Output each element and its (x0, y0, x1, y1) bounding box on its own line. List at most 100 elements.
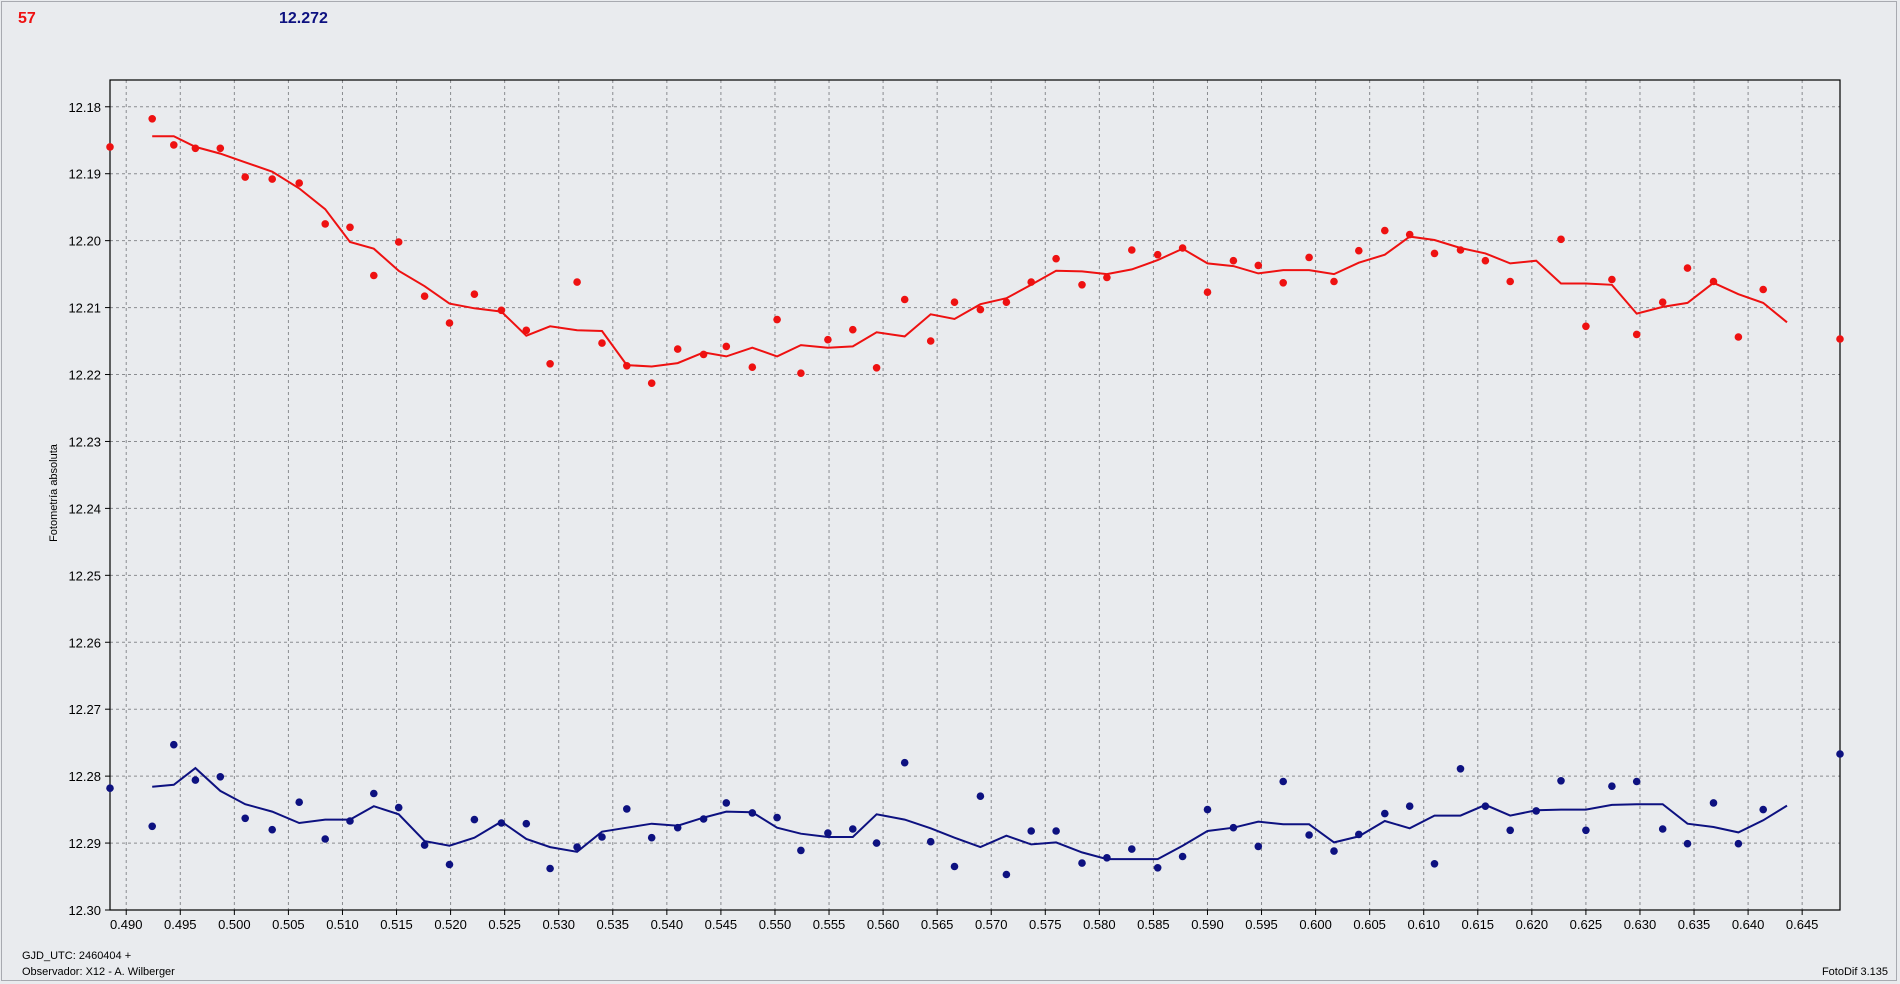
series-0-point (346, 223, 354, 232)
series-1-point (1481, 802, 1490, 810)
x-tick-label: 0.565 (921, 917, 954, 932)
series-1-point (926, 837, 935, 846)
y-tick-label: 12.22 (68, 368, 101, 383)
x-tick-label: 0.490 (110, 917, 143, 932)
series-0-trend-line (152, 135, 1788, 368)
series-1-point (420, 841, 429, 849)
series-1-point (1456, 765, 1465, 773)
series-1-point (1305, 831, 1313, 839)
x-tick-label: 0.590 (1191, 917, 1224, 932)
series-0-point (1330, 277, 1338, 286)
series-0-point (1481, 256, 1490, 265)
x-tick-label: 0.585 (1137, 917, 1170, 932)
series-0-point (1078, 281, 1086, 289)
x-tick-label: 0.520 (434, 917, 467, 932)
series-1-point (773, 813, 781, 822)
series-1-point (1279, 777, 1287, 786)
y-tick-label: 12.25 (68, 568, 101, 583)
series-0-point (1355, 246, 1363, 255)
series-0-point (1557, 235, 1565, 244)
series-0-point (241, 173, 249, 181)
series-0-point (394, 238, 403, 246)
series-0-point (1836, 335, 1844, 343)
series-1-point (1229, 823, 1238, 832)
series-1-point (1608, 782, 1616, 790)
series-0-point (1759, 285, 1767, 294)
series-0-point (546, 360, 554, 368)
series-0-point (1178, 244, 1187, 252)
series-1-point (824, 829, 832, 837)
y-tick-label: 12.30 (68, 903, 101, 918)
series-0-point (522, 326, 531, 335)
series-1-point (623, 805, 631, 813)
series-1-trend-line (152, 766, 1788, 861)
y-tick-label: 12.28 (68, 769, 101, 784)
series-0-point (926, 337, 935, 345)
series-1-point (1178, 852, 1187, 861)
series-0-point (573, 278, 581, 286)
series-0-point (900, 295, 909, 304)
plot-border (109, 79, 1841, 911)
series-0-point (1632, 330, 1641, 339)
series-1-point (1532, 807, 1540, 815)
series-0-point (148, 115, 156, 123)
series-1-point (191, 776, 200, 784)
x-tick-label: 0.535 (597, 917, 630, 932)
series-0-point (1229, 256, 1238, 265)
series-1-point (1027, 827, 1035, 835)
series-0-point (1027, 278, 1035, 286)
x-tick-label: 0.545 (705, 917, 738, 932)
series-1-point (470, 815, 479, 824)
series-0-point (1430, 249, 1439, 258)
x-tick-label: 0.615 (1462, 917, 1495, 932)
series-1-point (1078, 859, 1086, 867)
series-1-point (216, 773, 225, 781)
series-1-point (148, 822, 156, 831)
series-0-point (1608, 275, 1616, 284)
plot-area (110, 80, 1840, 910)
series-1-point (106, 784, 114, 792)
series-1-point (522, 819, 531, 828)
series-1-point (1658, 825, 1667, 833)
series-1-point (1759, 805, 1767, 814)
series-1-point (722, 799, 731, 807)
series-1-point (445, 860, 454, 869)
series-1-point (346, 817, 354, 825)
series-1-point (241, 814, 249, 823)
series-1-point (497, 819, 506, 827)
x-tick-label: 0.640 (1732, 917, 1765, 932)
x-tick-label: 0.605 (1353, 917, 1386, 932)
series-0-point (1658, 298, 1667, 307)
observer-label: Observador: X12 - A. Wilberger (22, 966, 175, 978)
series-0-point (268, 175, 277, 183)
series-1-point (1254, 842, 1263, 851)
series-1-point (647, 833, 656, 842)
x-tick-label: 0.645 (1786, 917, 1819, 932)
series-0-point (1305, 253, 1313, 262)
y-tick-label: 12.29 (68, 836, 101, 851)
series-0-point (1052, 254, 1060, 263)
series-0-point (623, 362, 631, 370)
series-0-point (849, 325, 857, 334)
series-1-point (1557, 777, 1565, 785)
x-tick-label: 0.630 (1624, 917, 1657, 932)
series-0-point (872, 364, 881, 372)
series-0-point (1153, 250, 1162, 259)
y-tick-label: 12.20 (68, 234, 101, 249)
series-0-point (170, 141, 178, 149)
series-1-point (1002, 870, 1011, 879)
series-0-point (106, 143, 114, 151)
series-0-point (1456, 246, 1465, 254)
series-0-point (497, 306, 506, 315)
series-1-point (295, 798, 304, 806)
x-tick-label: 0.495 (164, 917, 197, 932)
series-0-point (1709, 277, 1718, 286)
series-1-point (849, 825, 857, 833)
series-0-point (1582, 322, 1590, 331)
series-1-point (598, 833, 606, 841)
x-tick-label: 0.600 (1299, 917, 1332, 932)
magnitude-readout: 12.272 (279, 10, 328, 27)
series-0-point (1279, 279, 1287, 287)
y-tick-label: 12.27 (68, 702, 101, 717)
